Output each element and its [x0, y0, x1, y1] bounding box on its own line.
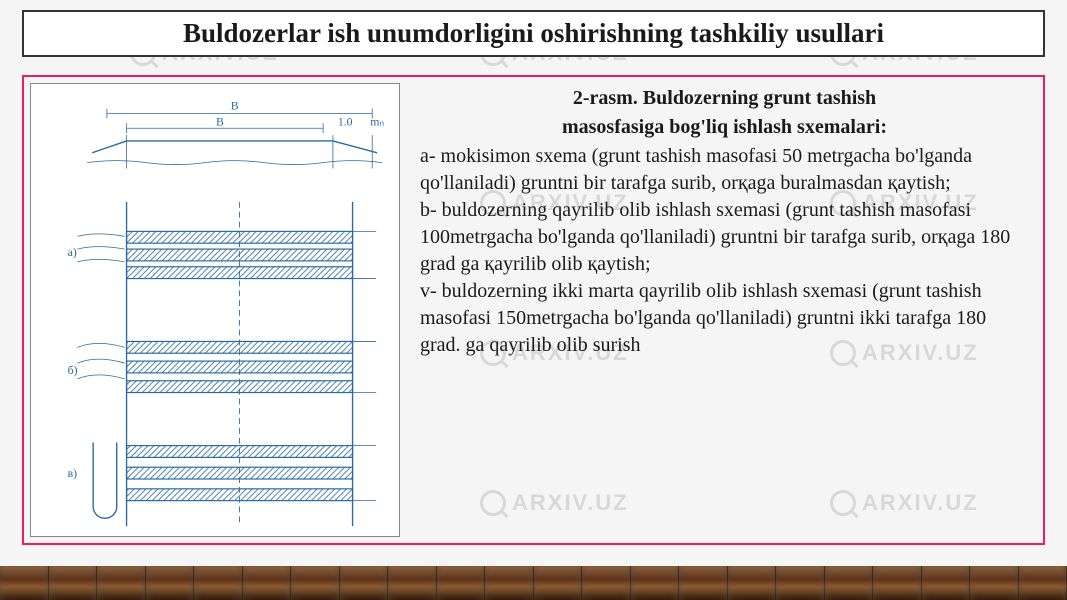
floor-plank — [631, 566, 680, 600]
floor-plank — [873, 566, 922, 600]
floor-plank — [437, 566, 486, 600]
floor-plank — [49, 566, 98, 600]
floor-plank — [582, 566, 631, 600]
dim-label-10: 1.0 — [338, 114, 353, 128]
floor-plank — [970, 566, 1019, 600]
slide: Buldozerlar ish unumdorligini oshirishni… — [0, 0, 1067, 600]
floor-plank — [97, 566, 146, 600]
text-panel: 2-rasm. Buldozerning grunt tashish masos… — [400, 77, 1043, 543]
label-v: в) — [68, 466, 78, 480]
floor-plank — [922, 566, 971, 600]
floor-plank — [825, 566, 874, 600]
dim-label-b-outer: B — [231, 99, 239, 113]
item-a: a- mokisimon sxema (grunt tashish masofa… — [420, 143, 1029, 197]
dim-label-mn: mₙ — [370, 114, 384, 128]
item-b: b- buldozerning qayrilib olib ishlash sx… — [420, 197, 1029, 278]
floor-plank — [485, 566, 534, 600]
floor-plank — [776, 566, 825, 600]
bulldozer-schemes-diagram: B B 1.0 mₙ — [31, 84, 399, 536]
floor-plank — [728, 566, 777, 600]
top-dimensions: B B 1.0 mₙ — [107, 99, 385, 134]
figure-caption-line2: masosfasiga bog'liq ishlash sxemalari: — [420, 114, 1029, 141]
floor-plank — [1019, 566, 1067, 600]
floor-plank — [291, 566, 340, 600]
page-title: Buldozerlar ish unumdorligini oshirishni… — [34, 18, 1033, 49]
floor-plank — [340, 566, 389, 600]
content-box: B B 1.0 mₙ — [22, 75, 1045, 545]
floor-plank — [243, 566, 292, 600]
floor-plank — [0, 566, 49, 600]
cross-section-profile — [87, 135, 382, 168]
diagram-panel: B B 1.0 mₙ — [30, 83, 400, 537]
section-a: a) — [68, 231, 377, 278]
section-b: б) — [68, 341, 377, 392]
label-a: a) — [68, 245, 77, 259]
title-box: Buldozerlar ish unumdorligini oshirishni… — [22, 10, 1045, 57]
label-b: б) — [68, 363, 78, 377]
section-v: в) — [68, 443, 377, 519]
wood-floor — [0, 566, 1067, 600]
floor-plank — [388, 566, 437, 600]
item-v: v- buldozerning ikki marta qayrilib olib… — [420, 278, 1029, 359]
floor-plank — [146, 566, 195, 600]
dim-label-b-inner: B — [216, 114, 224, 128]
figure-caption-line1: 2-rasm. Buldozerning grunt tashish — [420, 85, 1029, 112]
floor-plank — [534, 566, 583, 600]
floor-plank — [679, 566, 728, 600]
floor-plank — [194, 566, 243, 600]
